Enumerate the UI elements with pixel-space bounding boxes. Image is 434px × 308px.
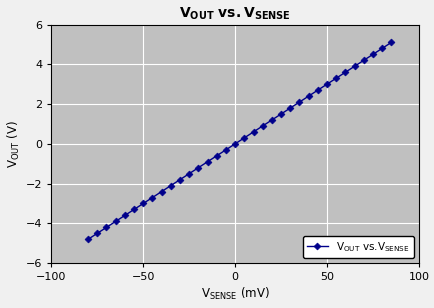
$\mathregular{V_{OUT}}$ vs.$\mathregular{V_{SENSE}}$ bbox=[269, 118, 274, 122]
$\mathregular{V_{OUT}}$ vs.$\mathregular{V_{SENSE}}$ bbox=[122, 213, 127, 217]
$\mathregular{V_{OUT}}$ vs.$\mathregular{V_{SENSE}}$ bbox=[296, 100, 301, 104]
$\mathregular{V_{OUT}}$ vs.$\mathregular{V_{SENSE}}$ bbox=[159, 190, 164, 193]
Title: $\mathbf{V}_{\mathbf{OUT}}$ $\mathbf{vs.V}_{\mathbf{SENSE}}$: $\mathbf{V}_{\mathbf{OUT}}$ $\mathbf{vs.… bbox=[179, 6, 290, 22]
$\mathregular{V_{OUT}}$ vs.$\mathregular{V_{SENSE}}$ bbox=[168, 184, 173, 188]
$\mathregular{V_{OUT}}$ vs.$\mathregular{V_{SENSE}}$ bbox=[140, 202, 145, 205]
Y-axis label: $\mathregular{V_{OUT}}$ (V): $\mathregular{V_{OUT}}$ (V) bbox=[6, 120, 22, 168]
Line: $\mathregular{V_{OUT}}$ vs.$\mathregular{V_{SENSE}}$: $\mathregular{V_{OUT}}$ vs.$\mathregular… bbox=[85, 40, 393, 242]
$\mathregular{V_{OUT}}$ vs.$\mathregular{V_{SENSE}}$ bbox=[95, 232, 100, 235]
$\mathregular{V_{OUT}}$ vs.$\mathregular{V_{SENSE}}$ bbox=[232, 142, 237, 146]
$\mathregular{V_{OUT}}$ vs.$\mathregular{V_{SENSE}}$ bbox=[223, 148, 228, 152]
$\mathregular{V_{OUT}}$ vs.$\mathregular{V_{SENSE}}$ bbox=[369, 52, 375, 56]
$\mathregular{V_{OUT}}$ vs.$\mathregular{V_{SENSE}}$ bbox=[379, 47, 384, 50]
$\mathregular{V_{OUT}}$ vs.$\mathregular{V_{SENSE}}$ bbox=[306, 94, 311, 98]
$\mathregular{V_{OUT}}$ vs.$\mathregular{V_{SENSE}}$ bbox=[278, 112, 283, 116]
$\mathregular{V_{OUT}}$ vs.$\mathregular{V_{SENSE}}$ bbox=[315, 88, 320, 92]
$\mathregular{V_{OUT}}$ vs.$\mathregular{V_{SENSE}}$ bbox=[204, 160, 210, 164]
$\mathregular{V_{OUT}}$ vs.$\mathregular{V_{SENSE}}$ bbox=[241, 136, 247, 140]
$\mathregular{V_{OUT}}$ vs.$\mathregular{V_{SENSE}}$ bbox=[85, 237, 91, 241]
$\mathregular{V_{OUT}}$ vs.$\mathregular{V_{SENSE}}$ bbox=[260, 124, 265, 128]
$\mathregular{V_{OUT}}$ vs.$\mathregular{V_{SENSE}}$ bbox=[177, 178, 182, 181]
X-axis label: $\mathregular{V_{SENSE}}$ (mV): $\mathregular{V_{SENSE}}$ (mV) bbox=[200, 286, 269, 302]
$\mathregular{V_{OUT}}$ vs.$\mathregular{V_{SENSE}}$ bbox=[333, 76, 338, 80]
Legend: $\mathregular{V_{OUT}}$ vs.$\mathregular{V_{SENSE}}$: $\mathregular{V_{OUT}}$ vs.$\mathregular… bbox=[302, 236, 413, 258]
$\mathregular{V_{OUT}}$ vs.$\mathregular{V_{SENSE}}$ bbox=[104, 225, 109, 229]
$\mathregular{V_{OUT}}$ vs.$\mathregular{V_{SENSE}}$ bbox=[388, 41, 393, 44]
$\mathregular{V_{OUT}}$ vs.$\mathregular{V_{SENSE}}$ bbox=[351, 64, 356, 68]
$\mathregular{V_{OUT}}$ vs.$\mathregular{V_{SENSE}}$ bbox=[186, 172, 191, 176]
$\mathregular{V_{OUT}}$ vs.$\mathregular{V_{SENSE}}$ bbox=[131, 208, 136, 211]
$\mathregular{V_{OUT}}$ vs.$\mathregular{V_{SENSE}}$ bbox=[149, 196, 155, 199]
$\mathregular{V_{OUT}}$ vs.$\mathregular{V_{SENSE}}$ bbox=[342, 71, 347, 74]
$\mathregular{V_{OUT}}$ vs.$\mathregular{V_{SENSE}}$ bbox=[324, 82, 329, 86]
$\mathregular{V_{OUT}}$ vs.$\mathregular{V_{SENSE}}$ bbox=[360, 59, 365, 62]
$\mathregular{V_{OUT}}$ vs.$\mathregular{V_{SENSE}}$ bbox=[287, 106, 292, 110]
$\mathregular{V_{OUT}}$ vs.$\mathregular{V_{SENSE}}$ bbox=[113, 220, 118, 223]
$\mathregular{V_{OUT}}$ vs.$\mathregular{V_{SENSE}}$ bbox=[195, 166, 201, 169]
$\mathregular{V_{OUT}}$ vs.$\mathregular{V_{SENSE}}$ bbox=[214, 154, 219, 158]
$\mathregular{V_{OUT}}$ vs.$\mathregular{V_{SENSE}}$ bbox=[250, 130, 256, 134]
